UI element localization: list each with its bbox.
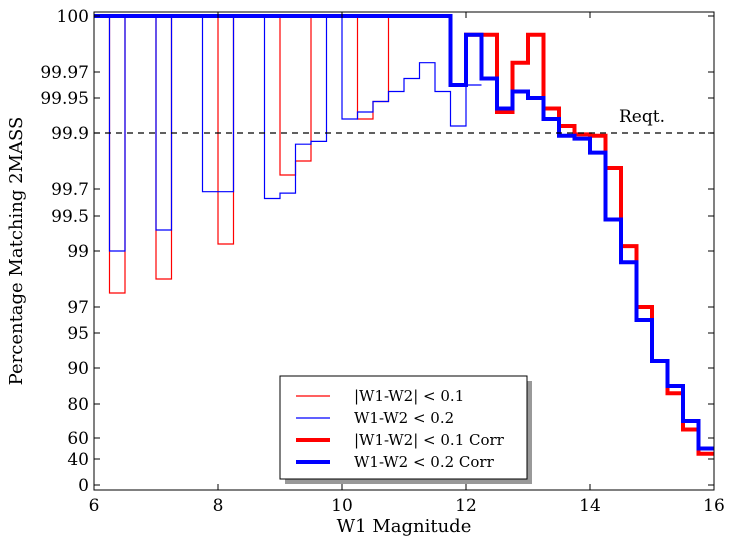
y-tick-label: 95 (67, 324, 89, 344)
legend: |W1-W2| < 0.1 W1-W2 < 0.2 |W1-W2| < 0.1 Co… (279, 375, 532, 484)
x-tick-label: 14 (579, 496, 601, 516)
y-tick-label: 60 (67, 429, 89, 449)
x-tick-label: 10 (331, 496, 353, 516)
y-tick-label: 100 (57, 7, 89, 27)
y-tick-label: 80 (67, 395, 89, 415)
x-tick-label: 8 (213, 496, 224, 516)
series-line-2 (94, 15, 482, 252)
y-tick-label: 99.9 (51, 124, 89, 144)
y-tick-label: 97 (67, 298, 89, 318)
x-tick-label: 16 (703, 496, 725, 516)
y-tick-label: 99 (67, 242, 89, 262)
y-tick-label: 99.95 (40, 89, 89, 109)
legend-label: |W1-W2| < 0.1 (354, 387, 464, 405)
x-tick-label: 6 (89, 496, 100, 516)
y-tick-label: 40 (67, 450, 89, 470)
y-tick-label: 99.97 (40, 63, 89, 83)
legend-entries: |W1-W2| < 0.1 W1-W2 < 0.2 |W1-W2| < 0.1 Co… (296, 387, 505, 471)
y-tick-label: 0 (78, 476, 89, 496)
y-axis-title: Percentage Matching 2MASS (6, 117, 27, 386)
reference-line-label: Reqt. (619, 107, 665, 127)
legend-label: |W1-W2| < 0.1 Corr (354, 431, 505, 449)
series-line-4 (94, 14, 714, 451)
x-axis-title: W1 Magnitude (337, 516, 472, 537)
series-layer (94, 14, 714, 456)
legend-label: W1-W2 < 0.2 (354, 409, 454, 427)
x-tick-label: 12 (455, 496, 477, 516)
y-tick-label: 99.5 (51, 207, 89, 227)
legend-label: W1-W2 < 0.2 Corr (354, 453, 495, 471)
x-axis: 6 8 10 12 14 16 (89, 12, 725, 516)
y-tick-label: 99.7 (51, 180, 89, 200)
y-tick-label: 90 (67, 359, 89, 379)
